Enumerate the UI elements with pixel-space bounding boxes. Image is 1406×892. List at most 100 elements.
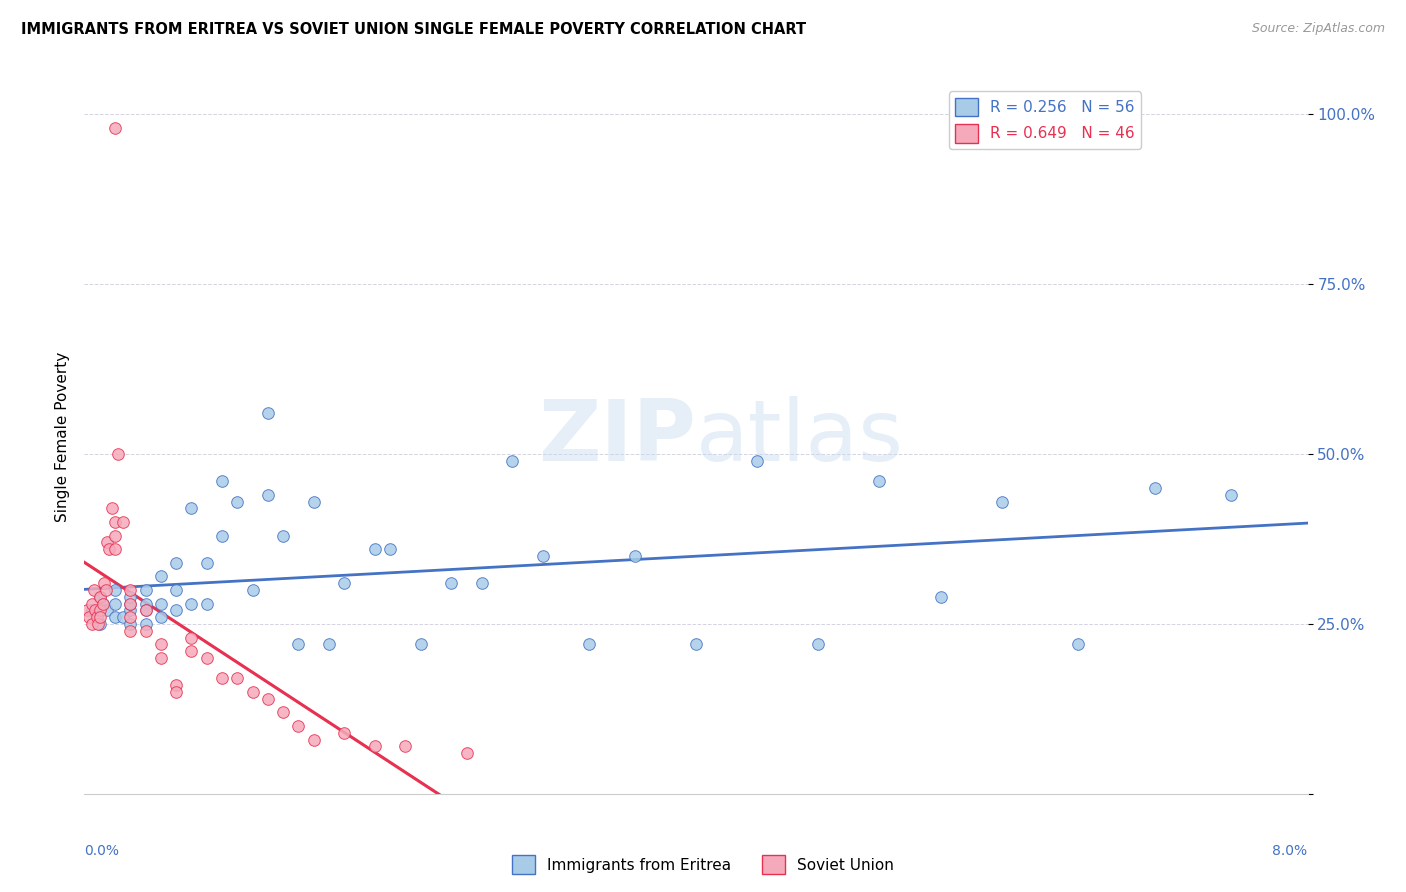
Point xyxy=(165,685,187,699)
Y-axis label: Single Female Poverty: Single Female Poverty xyxy=(55,352,70,522)
Point xyxy=(318,637,340,651)
Point xyxy=(91,597,114,611)
Point xyxy=(149,597,172,611)
Point xyxy=(149,569,172,583)
Point xyxy=(89,590,111,604)
Point xyxy=(364,542,387,557)
Point xyxy=(287,719,309,733)
Point xyxy=(120,610,142,624)
Point xyxy=(120,617,142,632)
Point xyxy=(180,501,202,516)
Point xyxy=(120,582,142,597)
Point xyxy=(104,528,127,542)
Point xyxy=(180,644,202,658)
Point xyxy=(149,610,172,624)
Point xyxy=(211,475,233,489)
Point xyxy=(87,617,110,632)
Point xyxy=(990,494,1012,508)
Text: IMMIGRANTS FROM ERITREA VS SOVIET UNION SINGLE FEMALE POVERTY CORRELATION CHART: IMMIGRANTS FROM ERITREA VS SOVIET UNION … xyxy=(21,22,806,37)
Point xyxy=(380,542,402,557)
Point xyxy=(80,617,103,632)
Point xyxy=(195,651,218,665)
Point xyxy=(135,617,157,632)
Point xyxy=(440,576,463,591)
Point xyxy=(302,494,325,508)
Point xyxy=(271,528,294,542)
Point xyxy=(1220,488,1243,502)
Point xyxy=(333,576,356,591)
Point xyxy=(257,488,280,502)
Text: atlas: atlas xyxy=(696,395,904,479)
Point xyxy=(86,610,108,624)
Point xyxy=(104,542,127,557)
Point xyxy=(807,637,830,651)
Point xyxy=(471,576,494,591)
Point xyxy=(120,597,142,611)
Point xyxy=(111,515,134,529)
Point xyxy=(120,603,142,617)
Point xyxy=(869,475,891,489)
Point xyxy=(96,535,118,549)
Point xyxy=(685,637,707,651)
Point xyxy=(195,597,218,611)
Point xyxy=(242,582,264,597)
Point xyxy=(135,624,157,638)
Point xyxy=(1143,481,1166,495)
Point xyxy=(89,610,111,624)
Point xyxy=(242,685,264,699)
Point xyxy=(578,637,600,651)
Point xyxy=(409,637,432,651)
Point xyxy=(104,120,127,135)
Legend: Immigrants from Eritrea, Soviet Union: Immigrants from Eritrea, Soviet Union xyxy=(506,849,900,880)
Point xyxy=(211,671,233,685)
Point xyxy=(287,637,309,651)
Point xyxy=(89,617,111,632)
Point xyxy=(257,691,280,706)
Point xyxy=(104,610,127,624)
Point xyxy=(135,603,157,617)
Point xyxy=(80,597,103,611)
Point xyxy=(83,582,105,597)
Point xyxy=(180,597,202,611)
Point xyxy=(394,739,416,754)
Point xyxy=(93,576,115,591)
Point xyxy=(120,590,142,604)
Point xyxy=(104,597,127,611)
Point xyxy=(89,590,111,604)
Point xyxy=(257,406,280,420)
Point xyxy=(120,597,142,611)
Point xyxy=(94,582,117,597)
Point xyxy=(165,582,187,597)
Point xyxy=(80,603,103,617)
Point xyxy=(111,610,134,624)
Point xyxy=(96,603,118,617)
Point xyxy=(135,597,157,611)
Point xyxy=(501,454,523,468)
Point xyxy=(91,597,114,611)
Point xyxy=(76,603,98,617)
Point xyxy=(84,603,107,617)
Point xyxy=(180,631,202,645)
Point xyxy=(165,678,187,692)
Point xyxy=(101,501,124,516)
Point xyxy=(624,549,647,563)
Point xyxy=(226,671,249,685)
Legend: R = 0.256   N = 56, R = 0.649   N = 46: R = 0.256 N = 56, R = 0.649 N = 46 xyxy=(949,92,1140,149)
Text: 0.0%: 0.0% xyxy=(84,844,120,858)
Point xyxy=(165,603,187,617)
Point xyxy=(211,528,233,542)
Text: ZIP: ZIP xyxy=(538,395,696,479)
Point xyxy=(165,556,187,570)
Point xyxy=(97,542,120,557)
Point xyxy=(107,447,129,461)
Point xyxy=(135,603,157,617)
Point xyxy=(364,739,387,754)
Point xyxy=(89,603,111,617)
Point xyxy=(302,732,325,747)
Point xyxy=(104,515,127,529)
Point xyxy=(531,549,554,563)
Point xyxy=(77,610,100,624)
Text: Source: ZipAtlas.com: Source: ZipAtlas.com xyxy=(1251,22,1385,36)
Point xyxy=(745,454,768,468)
Point xyxy=(195,556,218,570)
